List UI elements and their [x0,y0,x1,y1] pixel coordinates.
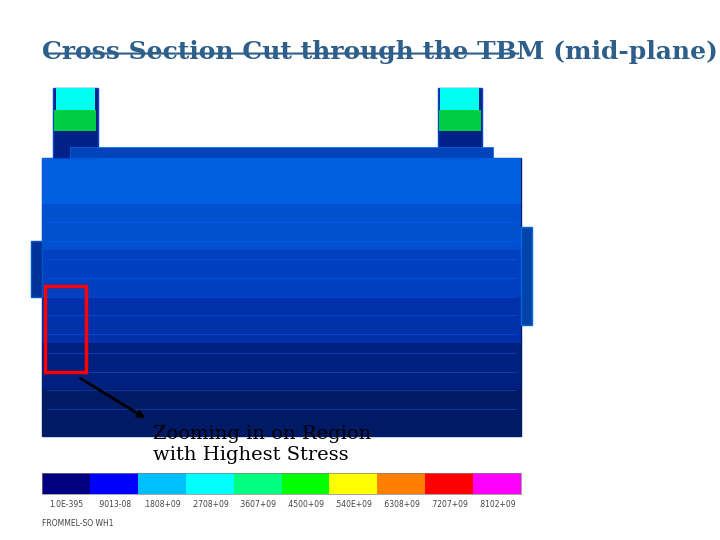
Bar [426,473,473,495]
Polygon shape [42,296,521,343]
Bar [233,473,282,495]
Bar [330,473,377,495]
Polygon shape [42,158,521,436]
Bar [42,473,521,495]
Text: .1808+09: .1808+09 [143,500,181,509]
Polygon shape [54,110,96,131]
Bar [138,473,186,495]
Text: .2708+09: .2708+09 [191,500,228,509]
Text: .6308+09: .6308+09 [382,500,420,509]
Bar [377,473,426,495]
Bar [90,473,138,495]
Polygon shape [42,158,521,204]
Polygon shape [42,389,521,436]
Bar [473,473,521,495]
Text: .7207+09: .7207+09 [431,500,468,509]
Bar [45,286,86,372]
Polygon shape [42,204,521,251]
Text: FROMMEL-SO WH1: FROMMEL-SO WH1 [42,518,113,528]
Polygon shape [42,343,521,389]
Polygon shape [438,110,481,131]
Polygon shape [42,251,521,296]
Polygon shape [55,88,95,110]
Polygon shape [53,88,97,158]
Polygon shape [31,241,42,296]
Polygon shape [42,158,521,174]
Bar [186,473,233,495]
Polygon shape [70,147,493,158]
Text: .540E+09: .540E+09 [335,500,372,509]
Polygon shape [438,88,482,158]
Bar [42,473,90,495]
Text: .9013-08: .9013-08 [96,500,131,509]
Text: 1.0E-395: 1.0E-395 [49,500,83,509]
Polygon shape [521,227,532,325]
Text: .3607+09: .3607+09 [238,500,276,509]
Text: .4500+09: .4500+09 [287,500,325,509]
Text: .8102+09: .8102+09 [479,500,516,509]
Text: Zooming in on Region
with Highest Stress: Zooming in on Region with Highest Stress [153,425,372,464]
Polygon shape [441,88,480,110]
Bar [282,473,330,495]
Text: Cross Section Cut through the TBM (mid-plane): Cross Section Cut through the TBM (mid-p… [42,40,718,64]
